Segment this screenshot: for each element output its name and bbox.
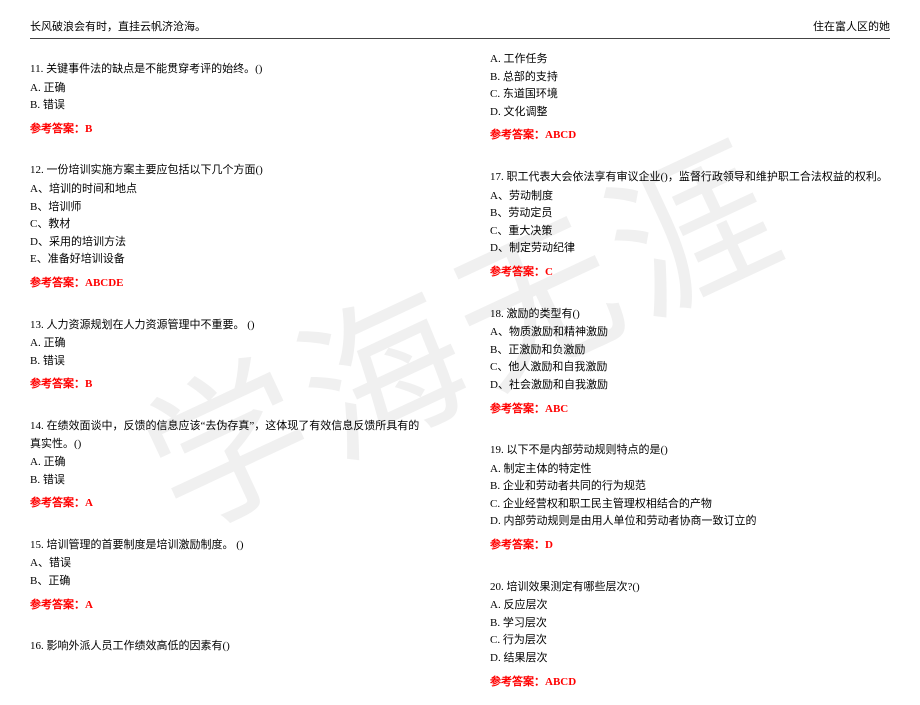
q12-opt-c: C、教材 — [30, 216, 430, 234]
q11-answer: 参考答案：B — [30, 121, 430, 139]
q16-opt-b: B. 总部的支持 — [490, 69, 890, 87]
q17-opt-d: D、制定劳动纪律 — [490, 240, 890, 258]
q15-answer: 参考答案：A — [30, 597, 430, 615]
right-column: A. 工作任务 B. 总部的支持 C. 东道国环境 D. 文化调整 参考答案：A… — [490, 51, 890, 705]
q18-opt-a: A、物质激励和精神激励 — [490, 324, 890, 342]
q19-opt-b: B. 企业和劳动者共同的行为规范 — [490, 478, 890, 496]
q14-stem: 14. 在绩效面谈中，反馈的信息应该“去伪存真”，这体现了有效信息反馈所具有的真… — [30, 418, 430, 453]
q12-opt-a: A、培训的时间和地点 — [30, 181, 430, 199]
q14-opt-b: B. 错误 — [30, 472, 430, 490]
q14-answer: 参考答案：A — [30, 495, 430, 513]
q15-stem: 15. 培训管理的首要制度是培训激励制度。 () — [30, 537, 430, 555]
q19-opt-d: D. 内部劳动规则是由用人单位和劳动者协商一致订立的 — [490, 513, 890, 531]
question-20: 20. 培训效果测定有哪些层次?() A. 反应层次 B. 学习层次 C. 行为… — [490, 579, 890, 692]
q15-opt-b: B、正确 — [30, 573, 430, 591]
q20-opt-d: D. 结果层次 — [490, 650, 890, 668]
q19-opt-c: C. 企业经营权和职工民主管理权相结合的产物 — [490, 496, 890, 514]
q20-opt-b: B. 学习层次 — [490, 615, 890, 633]
q12-opt-d: D、采用的培训方法 — [30, 234, 430, 252]
q18-answer: 参考答案：ABC — [490, 401, 890, 419]
q18-stem: 18. 激励的类型有() — [490, 306, 890, 324]
q12-opt-b: B、培训师 — [30, 199, 430, 217]
q19-stem: 19. 以下不是内部劳动规则特点的是() — [490, 442, 890, 460]
page: 长风破浪会有时，直挂云帆济沧海。 住在富人区的她 11. 关键事件法的缺点是不能… — [0, 0, 920, 705]
q17-opt-c: C、重大决策 — [490, 223, 890, 241]
q13-opt-a: A. 正确 — [30, 335, 430, 353]
q20-answer: 参考答案：ABCD — [490, 674, 890, 692]
question-16-continued: A. 工作任务 B. 总部的支持 C. 东道国环境 D. 文化调整 参考答案：A… — [490, 51, 890, 145]
question-17: 17. 职工代表大会依法享有审议企业()，监督行政领导和维护职工合法权益的权利。… — [490, 169, 890, 282]
q16-opt-c: C. 东道国环境 — [490, 86, 890, 104]
question-12: 12. 一份培训实施方案主要应包括以下几个方面() A、培训的时间和地点 B、培… — [30, 162, 430, 292]
question-18: 18. 激励的类型有() A、物质激励和精神激励 B、正激励和负激励 C、他人激… — [490, 306, 890, 419]
q20-stem: 20. 培训效果测定有哪些层次?() — [490, 579, 890, 597]
question-11: 11. 关键事件法的缺点是不能贯穿考评的始终。() A. 正确 B. 错误 参考… — [30, 61, 430, 138]
q16-stem: 16. 影响外派人员工作绩效高低的因素有() — [30, 638, 430, 656]
q12-stem: 12. 一份培训实施方案主要应包括以下几个方面() — [30, 162, 430, 180]
q13-opt-b: B. 错误 — [30, 353, 430, 371]
q11-stem: 11. 关键事件法的缺点是不能贯穿考评的始终。() — [30, 61, 430, 79]
question-15: 15. 培训管理的首要制度是培训激励制度。 () A、错误 B、正确 参考答案：… — [30, 537, 430, 614]
q16-opt-a: A. 工作任务 — [490, 51, 890, 69]
question-19: 19. 以下不是内部劳动规则特点的是() A. 制定主体的特定性 B. 企业和劳… — [490, 442, 890, 555]
q20-opt-a: A. 反应层次 — [490, 597, 890, 615]
q16-opt-d: D. 文化调整 — [490, 104, 890, 122]
q15-opt-a: A、错误 — [30, 555, 430, 573]
q17-opt-a: A、劳动制度 — [490, 188, 890, 206]
q18-opt-d: D、社会激励和自我激励 — [490, 377, 890, 395]
page-header: 长风破浪会有时，直挂云帆济沧海。 住在富人区的她 — [30, 18, 890, 39]
q12-opt-e: E、准备好培训设备 — [30, 251, 430, 269]
q16-answer: 参考答案：ABCD — [490, 127, 890, 145]
q11-opt-b: B. 错误 — [30, 97, 430, 115]
q18-opt-b: B、正激励和负激励 — [490, 342, 890, 360]
q18-opt-c: C、他人激励和自我激励 — [490, 359, 890, 377]
q13-answer: 参考答案：B — [30, 376, 430, 394]
q17-opt-b: B、劳动定员 — [490, 205, 890, 223]
question-16: 16. 影响外派人员工作绩效高低的因素有() — [30, 638, 430, 656]
q19-answer: 参考答案：D — [490, 537, 890, 555]
q12-answer: 参考答案：ABCDE — [30, 275, 430, 293]
header-left: 长风破浪会有时，直挂云帆济沧海。 — [30, 18, 206, 34]
question-14: 14. 在绩效面谈中，反馈的信息应该“去伪存真”，这体现了有效信息反馈所具有的真… — [30, 418, 430, 513]
q13-stem: 13. 人力资源规划在人力资源管理中不重要。 () — [30, 317, 430, 335]
q19-opt-a: A. 制定主体的特定性 — [490, 461, 890, 479]
content-columns: 11. 关键事件法的缺点是不能贯穿考评的始终。() A. 正确 B. 错误 参考… — [30, 51, 890, 705]
question-13: 13. 人力资源规划在人力资源管理中不重要。 () A. 正确 B. 错误 参考… — [30, 317, 430, 394]
q17-stem: 17. 职工代表大会依法享有审议企业()，监督行政领导和维护职工合法权益的权利。 — [490, 169, 890, 187]
q20-opt-c: C. 行为层次 — [490, 632, 890, 650]
q11-opt-a: A. 正确 — [30, 80, 430, 98]
q14-opt-a: A. 正确 — [30, 454, 430, 472]
left-column: 11. 关键事件法的缺点是不能贯穿考评的始终。() A. 正确 B. 错误 参考… — [30, 51, 430, 705]
q17-answer: 参考答案：C — [490, 264, 890, 282]
header-right: 住在富人区的她 — [813, 18, 890, 34]
